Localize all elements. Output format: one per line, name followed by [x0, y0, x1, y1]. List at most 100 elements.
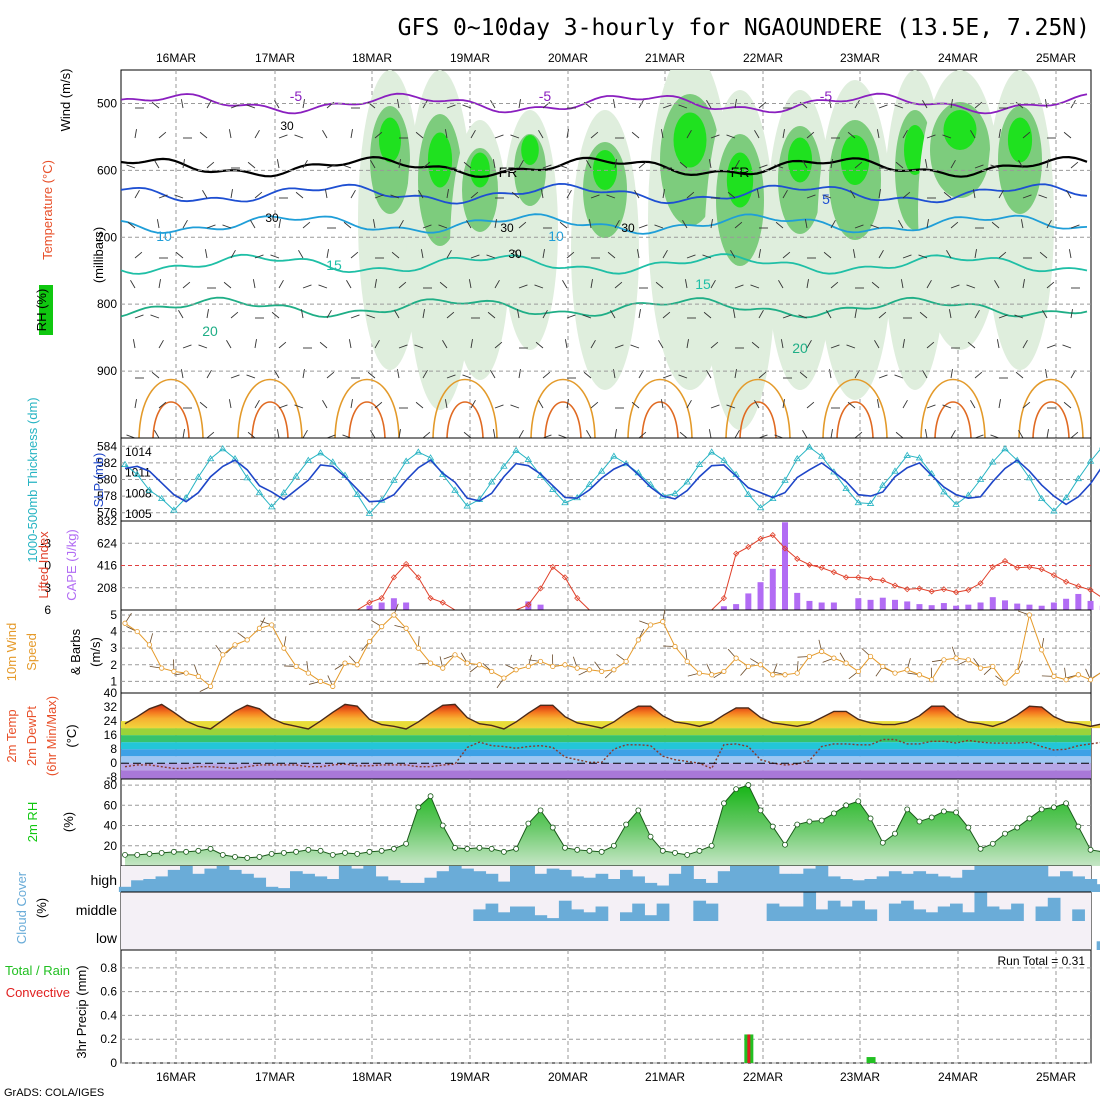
- rh-point: [415, 804, 422, 811]
- minmax-label: (6hr Min/Max): [44, 696, 59, 776]
- li-point: [879, 577, 886, 584]
- wind-speed-point: [195, 673, 201, 680]
- wind-barb: [470, 254, 480, 259]
- wind-speed-point: [794, 670, 800, 676]
- cloud-cell-high: [302, 873, 315, 892]
- wind-barb: [974, 249, 977, 259]
- y-tick-right: 416: [97, 559, 117, 573]
- wind-barb: [462, 374, 472, 379]
- wind-barb: [254, 191, 263, 199]
- wind-barb: [974, 434, 984, 438]
- rh-point: [879, 839, 886, 846]
- cloud-cell-high: [155, 876, 169, 892]
- wind-barb: [798, 314, 808, 319]
- wind-barb: [446, 249, 452, 259]
- y-tick-label: 16: [104, 728, 118, 742]
- wind-barb: [726, 134, 736, 139]
- contour-label: 20: [792, 340, 808, 356]
- wind-barb: [514, 250, 520, 259]
- thickness-point: [597, 467, 606, 474]
- cloud-cell-high: [888, 871, 902, 892]
- wind-barb: [950, 284, 960, 289]
- wind-barb: [830, 344, 840, 349]
- cloud-cell-high: [583, 877, 597, 892]
- isotherm-25: [725, 378, 791, 438]
- wind-barb: [510, 404, 520, 409]
- wind-barb: [470, 191, 479, 199]
- wind-speed-point: [721, 668, 727, 675]
- wind-barb: [994, 280, 1000, 289]
- wind-barb: [151, 371, 160, 379]
- wind-barb: [494, 341, 503, 349]
- wind-barb: [686, 339, 689, 349]
- cloud-cell-high: [1084, 879, 1098, 892]
- thickness-point: [976, 475, 985, 482]
- wind-barb: [684, 279, 688, 289]
- date-label-bottom: 22MAR: [743, 1070, 783, 1084]
- rh-point: [427, 793, 434, 800]
- rh-point: [513, 845, 520, 852]
- thickness-point: [316, 449, 325, 456]
- contour-label: 30: [500, 221, 514, 235]
- panel-10m-wind: 1 2 3 4 5 10m Wind Speed & Barbs (m/s): [4, 603, 1100, 694]
- isotherm-25: [530, 378, 596, 438]
- wind-barb: [564, 339, 568, 349]
- rh-area: [125, 785, 1100, 866]
- cloud-cell-middle: [485, 903, 499, 921]
- y-tick-label: 800: [97, 297, 117, 311]
- wind-speed-point: [635, 637, 641, 643]
- rh-point: [769, 823, 776, 830]
- thickness-point: [964, 491, 973, 498]
- isotherm-30: [348, 401, 386, 438]
- wind-barb: [926, 279, 932, 289]
- wind-barb: [199, 401, 208, 409]
- wind-speed-point: [1051, 673, 1057, 680]
- wind-barb: [854, 224, 864, 229]
- thickness-point: [585, 480, 594, 487]
- wind-barb: [967, 341, 976, 349]
- wind-barb: [966, 284, 976, 289]
- wind-barb: [846, 344, 856, 349]
- rh-shade: [521, 135, 539, 165]
- wind-barb: [799, 371, 808, 379]
- wind-barb: [350, 314, 360, 319]
- rh-point: [1038, 806, 1045, 813]
- cape-bar: [855, 598, 862, 610]
- rh-point: [537, 807, 544, 814]
- thickness-point: [365, 509, 374, 516]
- wind-barb: [206, 161, 215, 169]
- li-point: [867, 575, 874, 582]
- wind-barb: [346, 280, 352, 289]
- wind-speed-point: [1039, 647, 1045, 653]
- cloud-cell-high: [216, 866, 230, 892]
- wind-barb: [942, 134, 952, 139]
- wind-barb: [487, 311, 496, 319]
- wind-speed-point: [122, 620, 128, 626]
- rh-point: [965, 824, 972, 831]
- wind-barb: [302, 159, 308, 169]
- cloud-cell-middle: [901, 900, 914, 921]
- cape-bar: [879, 597, 886, 610]
- wind-barb: [756, 189, 760, 199]
- bottom-date-labels: 16MAR 17MAR 18MAR 19MAR 20MAR 21MAR 22MAR 23MAR…: [156, 1070, 1076, 1084]
- wind-barb: [638, 309, 641, 319]
- wind-barb: [734, 284, 744, 289]
- wind-barb: [178, 310, 184, 319]
- wind-barb: [630, 344, 640, 349]
- cloud-ylabel: (%): [34, 898, 49, 918]
- wind-barb: [658, 340, 664, 349]
- wind-barb: [662, 374, 672, 379]
- thickness-point: [219, 445, 227, 452]
- wind-barb: [946, 250, 952, 259]
- wind-barb: [228, 129, 232, 139]
- wind-barb: [206, 369, 212, 379]
- wind-barb: [370, 430, 376, 438]
- cloud-cell-high: [925, 873, 939, 892]
- wind-barb: [895, 431, 904, 438]
- wind-speed-point: [574, 665, 580, 671]
- li-point: [1026, 563, 1033, 571]
- cape-bar: [1075, 593, 1082, 610]
- wind-barb: [463, 161, 472, 169]
- li-point: [525, 601, 532, 608]
- wind-barb: [466, 220, 472, 229]
